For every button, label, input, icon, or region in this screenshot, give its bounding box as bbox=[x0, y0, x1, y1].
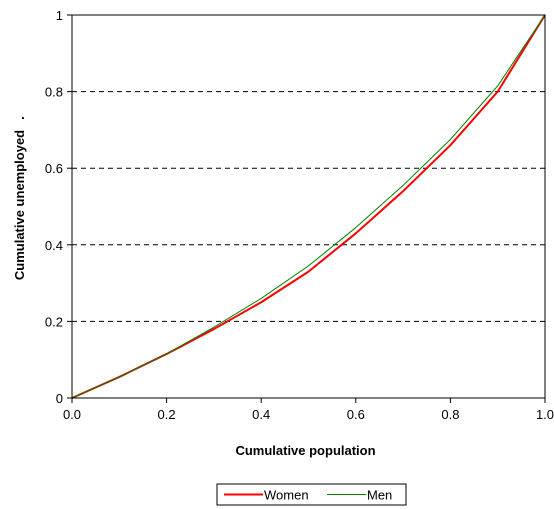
series-line-women bbox=[71, 14, 546, 399]
x-tick-label-0: 0.0 bbox=[63, 407, 81, 422]
x-tick-label-4: 0.8 bbox=[441, 407, 459, 422]
y-axis-title-suffix: . bbox=[12, 116, 27, 120]
x-tick-label-3: 0.6 bbox=[347, 407, 365, 422]
y-tick-label-3: 0.6 bbox=[45, 161, 63, 176]
x-tick-label-2: 0.4 bbox=[252, 407, 270, 422]
y-tick-label-5: 1 bbox=[56, 8, 63, 23]
legend-label-women: Women bbox=[264, 488, 309, 503]
y-tick-label-4: 0.8 bbox=[45, 85, 63, 100]
series-lines bbox=[71, 14, 546, 399]
legend: Women Men bbox=[216, 483, 407, 506]
y-axis-ticks: 0 0.2 0.4 0.6 0.8 1 bbox=[45, 8, 72, 406]
y-tick-label-1: 0.2 bbox=[45, 314, 63, 329]
y-axis-title: Cumulative unemployed bbox=[12, 130, 27, 280]
plot-frame bbox=[71, 14, 546, 399]
y-tick-label-2: 0.4 bbox=[45, 238, 63, 253]
series-line-men bbox=[71, 14, 546, 399]
gridlines bbox=[72, 91, 545, 322]
y-tick-label-0: 0 bbox=[56, 391, 63, 406]
x-tick-label-5: 1.0 bbox=[536, 407, 554, 422]
x-tick-label-1: 0.2 bbox=[158, 407, 176, 422]
x-axis-ticks: 0.0 0.2 0.4 0.6 0.8 1.0 bbox=[63, 398, 554, 422]
x-axis-title: Cumulative population bbox=[235, 443, 375, 458]
legend-label-men: Men bbox=[367, 488, 392, 503]
legend-box bbox=[216, 483, 407, 506]
